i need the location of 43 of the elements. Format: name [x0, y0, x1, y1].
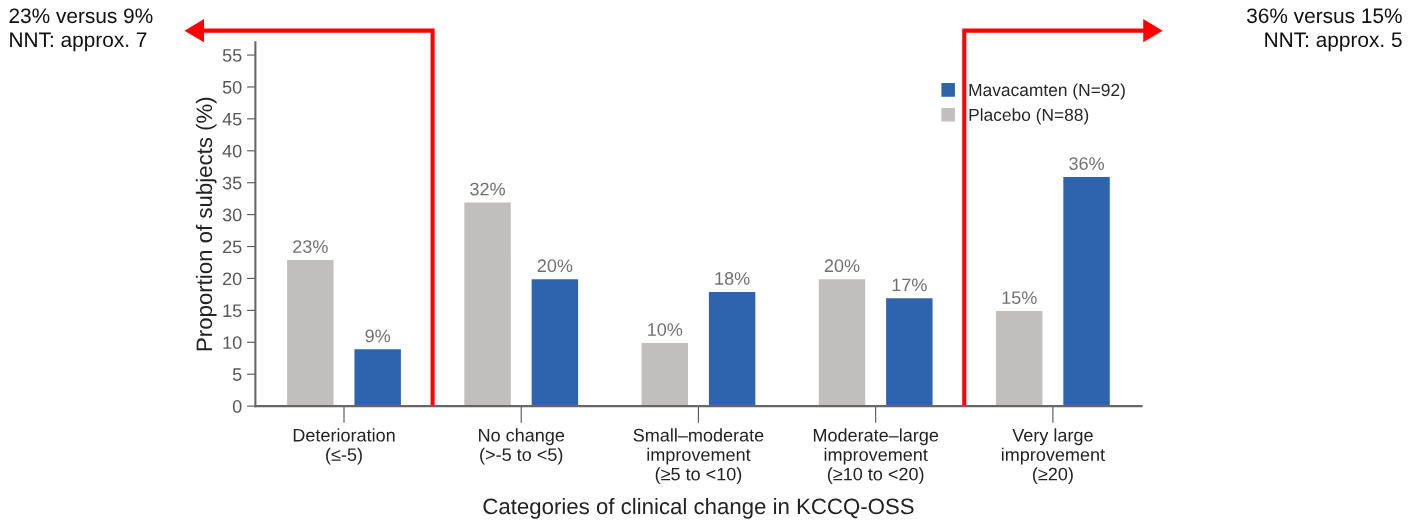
y-tick-label: 10: [223, 336, 242, 350]
data-label: 18%: [715, 272, 750, 285]
y-tick-label: 15: [223, 304, 242, 318]
bar: [530, 277, 580, 407]
bar: [353, 347, 403, 407]
data-label: 17%: [892, 278, 927, 292]
legend-label: Placebo (N=88): [969, 108, 1089, 125]
data-label: 20%: [537, 259, 573, 273]
bar: [817, 277, 867, 407]
data-label: 20%: [824, 259, 860, 273]
y-tick-label: 0: [232, 400, 242, 413]
data-label: 15%: [1002, 291, 1037, 305]
data-label: 23%: [293, 240, 328, 253]
data-label: 9%: [365, 329, 391, 343]
x-tick-label: Deterioration (≤-5): [293, 428, 395, 465]
text: 23% versus 9% NNT: approx. 7: [9, 8, 153, 52]
data-label: 10%: [648, 323, 683, 336]
bar: [884, 296, 934, 407]
data-label: 32%: [470, 182, 505, 196]
legend-label: Mavacamten (N=92): [969, 83, 1125, 100]
bar: [462, 201, 513, 407]
bar: [285, 258, 335, 407]
bar: [1061, 175, 1112, 407]
y-tick-label: 5: [232, 368, 242, 381]
y-tick-label: 20: [223, 272, 242, 286]
y-tick-label: 35: [222, 176, 242, 190]
x-axis-title: Categories of clinical change in KCCQ-OSS: [483, 497, 914, 519]
y-tick-label: 50: [222, 80, 242, 94]
x-tick-label: Moderate–large improvement (≥10 to <20): [813, 428, 939, 485]
data-label: 36%: [1069, 157, 1104, 170]
bar: [640, 341, 690, 407]
x-tick-label: Very large improvement (≥20): [1001, 428, 1105, 485]
y-tick-label: 25: [223, 240, 242, 254]
y-tick-label: 40: [222, 144, 242, 158]
y-axis-title: Proportion of subjects (%): [195, 97, 217, 351]
x-tick-label: No change (>-5 to <5): [479, 428, 565, 465]
bar: [707, 290, 757, 407]
bar: [994, 309, 1044, 407]
y-tick-label: 30: [222, 208, 242, 222]
text: 36% versus 15% NNT: approx. 5: [1247, 8, 1402, 52]
y-tick-label: 55: [222, 49, 242, 62]
x-tick-label: Small–moderate improvement (≥5 to <10): [633, 428, 764, 485]
y-tick-label: 45: [222, 113, 242, 126]
